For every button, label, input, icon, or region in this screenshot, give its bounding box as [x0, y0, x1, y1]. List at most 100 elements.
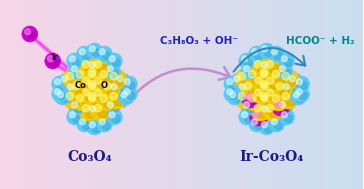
Circle shape: [238, 92, 246, 100]
Text: HCOO⁻ + H₂: HCOO⁻ + H₂: [286, 36, 355, 46]
Circle shape: [67, 53, 83, 69]
Circle shape: [55, 89, 71, 105]
Circle shape: [102, 52, 110, 60]
Circle shape: [272, 94, 280, 102]
Circle shape: [229, 92, 237, 100]
Circle shape: [264, 84, 274, 94]
Circle shape: [234, 76, 240, 82]
Circle shape: [259, 59, 275, 75]
Circle shape: [103, 98, 114, 108]
Circle shape: [107, 109, 122, 125]
Circle shape: [80, 86, 98, 104]
Circle shape: [92, 49, 100, 57]
Circle shape: [281, 56, 288, 62]
Circle shape: [92, 98, 101, 107]
Circle shape: [80, 74, 98, 92]
Circle shape: [69, 63, 84, 79]
Circle shape: [27, 32, 35, 40]
Circle shape: [264, 86, 273, 95]
Circle shape: [267, 89, 274, 96]
Circle shape: [281, 81, 297, 97]
Circle shape: [92, 109, 100, 117]
Circle shape: [235, 69, 255, 89]
Circle shape: [92, 74, 101, 83]
Circle shape: [249, 46, 265, 62]
Circle shape: [110, 105, 118, 113]
Circle shape: [82, 104, 90, 112]
Circle shape: [251, 101, 271, 121]
Circle shape: [58, 92, 63, 98]
Circle shape: [80, 98, 90, 108]
Circle shape: [109, 112, 115, 118]
Circle shape: [244, 115, 252, 123]
Circle shape: [244, 66, 250, 72]
Circle shape: [88, 68, 95, 76]
Circle shape: [70, 96, 80, 106]
Circle shape: [25, 29, 31, 35]
Circle shape: [264, 65, 272, 73]
Circle shape: [276, 82, 284, 90]
Circle shape: [245, 93, 252, 100]
Circle shape: [72, 59, 80, 67]
Circle shape: [270, 92, 279, 101]
Circle shape: [264, 74, 282, 92]
Circle shape: [282, 72, 290, 80]
Circle shape: [246, 69, 254, 77]
Circle shape: [272, 98, 290, 116]
Circle shape: [74, 69, 82, 77]
Circle shape: [294, 86, 309, 102]
Circle shape: [86, 80, 95, 89]
Circle shape: [45, 53, 61, 69]
Circle shape: [275, 101, 281, 108]
Circle shape: [86, 92, 95, 101]
Circle shape: [107, 86, 118, 96]
Text: C₃H₈O₃ + OH⁻: C₃H₈O₃ + OH⁻: [160, 36, 238, 46]
Circle shape: [110, 72, 118, 80]
Circle shape: [227, 89, 233, 95]
Circle shape: [296, 79, 302, 85]
Circle shape: [260, 68, 268, 76]
Circle shape: [270, 80, 279, 89]
Circle shape: [276, 74, 286, 84]
Circle shape: [84, 89, 104, 109]
Circle shape: [112, 115, 120, 123]
Circle shape: [259, 43, 275, 59]
Circle shape: [266, 60, 274, 68]
Circle shape: [72, 115, 80, 123]
Circle shape: [91, 57, 110, 77]
Circle shape: [258, 92, 276, 110]
Circle shape: [47, 56, 54, 62]
Circle shape: [122, 76, 137, 92]
Circle shape: [82, 52, 90, 60]
Circle shape: [257, 89, 277, 109]
Circle shape: [237, 79, 244, 87]
Circle shape: [261, 83, 268, 90]
Circle shape: [264, 125, 272, 133]
Circle shape: [96, 91, 116, 111]
Circle shape: [284, 59, 292, 67]
Circle shape: [277, 63, 293, 79]
Circle shape: [273, 79, 293, 99]
Circle shape: [254, 104, 262, 112]
Circle shape: [252, 74, 270, 92]
Circle shape: [258, 108, 268, 118]
Circle shape: [280, 86, 290, 96]
Circle shape: [238, 72, 246, 80]
Circle shape: [242, 87, 250, 95]
Circle shape: [86, 64, 95, 74]
Circle shape: [241, 79, 261, 99]
Circle shape: [84, 65, 104, 85]
Circle shape: [260, 92, 268, 100]
Circle shape: [73, 91, 92, 111]
Circle shape: [227, 89, 243, 105]
Circle shape: [83, 77, 90, 84]
Circle shape: [76, 94, 84, 102]
Circle shape: [57, 82, 65, 90]
Circle shape: [107, 66, 113, 72]
Circle shape: [259, 119, 275, 135]
Circle shape: [237, 81, 253, 97]
Circle shape: [70, 76, 80, 86]
Circle shape: [264, 49, 272, 57]
Circle shape: [63, 89, 83, 109]
Circle shape: [263, 57, 282, 77]
